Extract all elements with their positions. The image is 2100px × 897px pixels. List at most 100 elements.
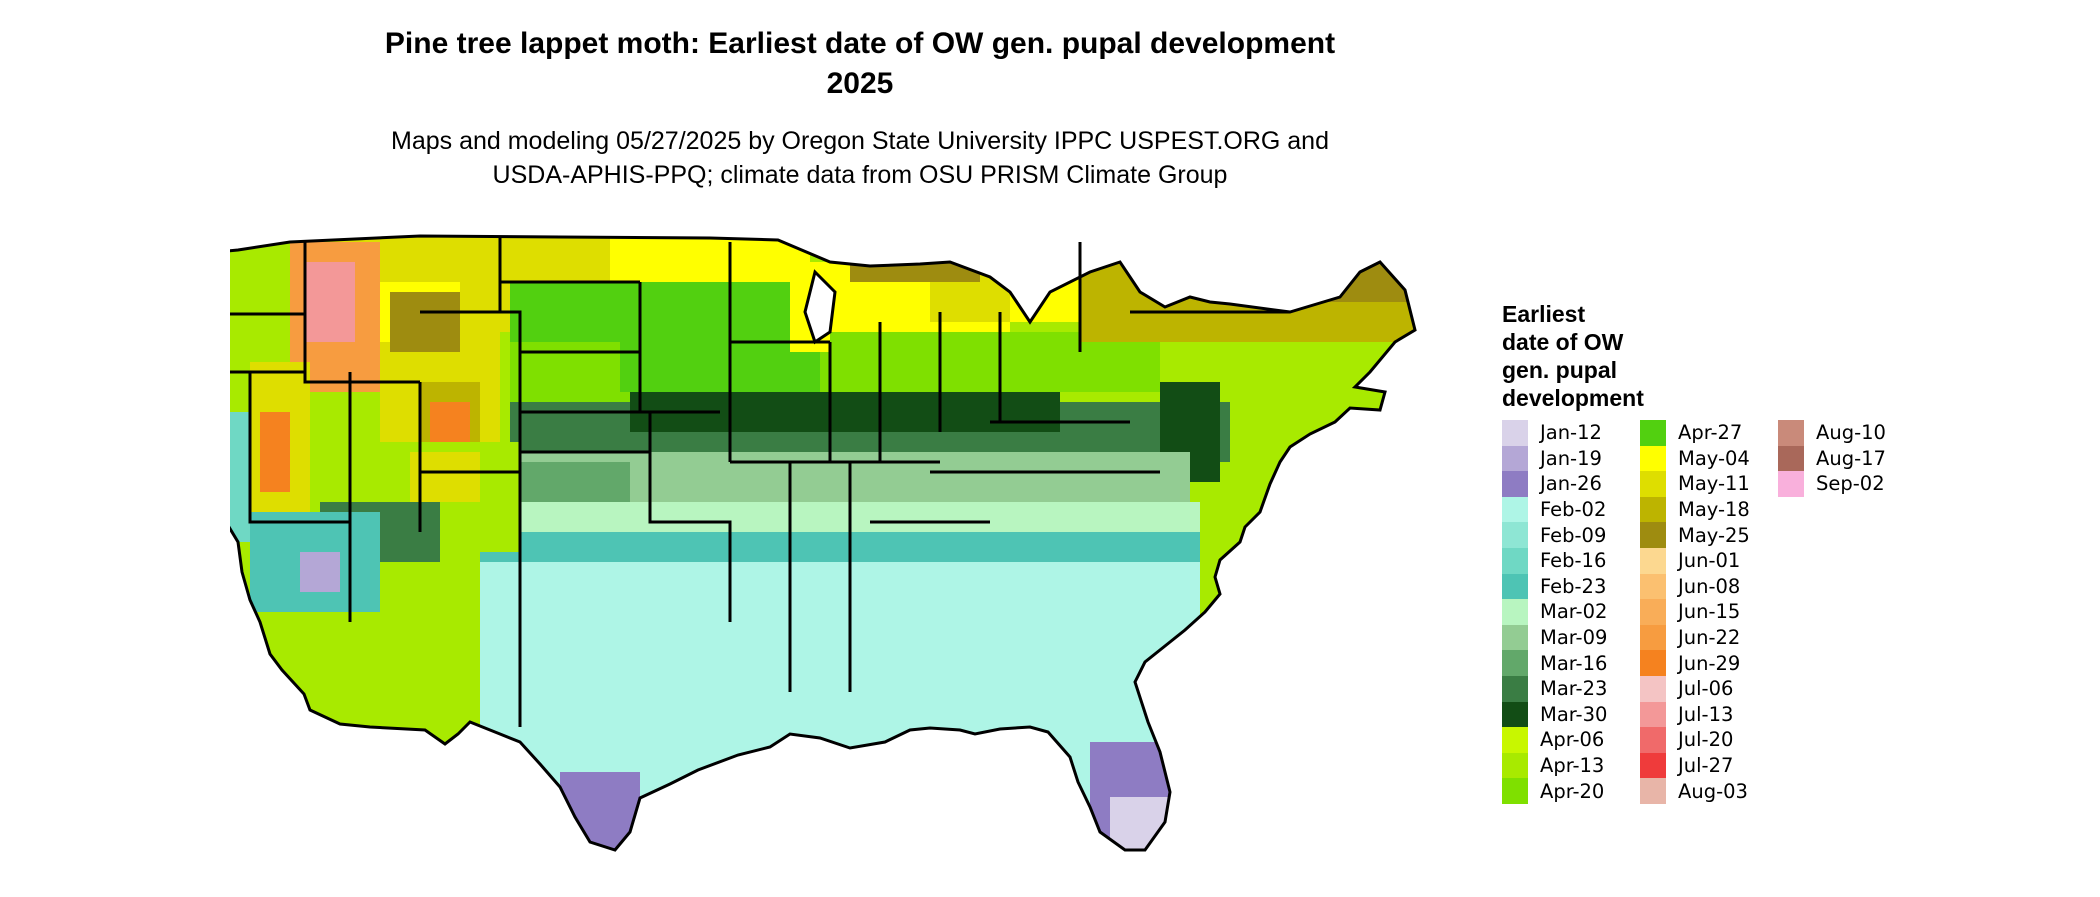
legend-item: May-11: [1640, 471, 1764, 497]
legend-swatch: [1778, 445, 1804, 472]
legend-label: Apr-20: [1540, 779, 1605, 803]
legend-swatch: [1640, 599, 1666, 625]
legend-swatch: [1640, 778, 1666, 804]
legend-item: Jun-15: [1640, 599, 1764, 625]
border-arkansas: [648, 412, 732, 622]
legend-item: Jul-06: [1640, 675, 1764, 702]
map-title-line-1: Pine tree lappet moth: Earliest date of …: [384, 27, 1336, 60]
legend-swatch: [1502, 701, 1528, 728]
legend-label: Mar-09: [1540, 626, 1608, 650]
legend-label: Jun-15: [1678, 600, 1741, 624]
legend-label: Jan-19: [1540, 446, 1602, 470]
legend-swatch: [1502, 496, 1528, 523]
fill-rockies-mid: [390, 292, 460, 362]
legend-label: Apr-06: [1540, 728, 1605, 752]
legend-item: Mar-16: [1502, 650, 1626, 676]
legend-label: Jul-27: [1678, 754, 1734, 778]
legend-item: Apr-20: [1502, 778, 1626, 804]
legend-item: Apr-06: [1502, 727, 1626, 753]
legend-item: Jan-26: [1502, 471, 1626, 497]
fill-maine: [1230, 236, 1415, 302]
lake-michigan: [803, 269, 837, 345]
legend-swatch: [1640, 445, 1666, 472]
fill-upper-peninsula: [850, 242, 980, 282]
legend-label: Sep-02: [1816, 472, 1885, 496]
border-wyoming: [420, 310, 522, 472]
fill-california-valley: [210, 412, 250, 542]
state-borders: [188, 234, 1417, 852]
legend-item: Aug-03: [1640, 778, 1764, 804]
legend-label: Jul-20: [1678, 728, 1734, 752]
legend-swatch: [1502, 599, 1528, 625]
legend-swatch: [1640, 522, 1666, 548]
legend-label: Jun-29: [1678, 651, 1741, 675]
legend-label: Feb-23: [1540, 574, 1607, 598]
us-map-svg: [188, 232, 1417, 852]
fill-idaho-peaks: [305, 262, 355, 342]
legend-swatch: [1640, 752, 1666, 779]
legend-item: Apr-13: [1502, 752, 1626, 779]
legend-label: Jan-26: [1540, 472, 1602, 496]
legend-label: Jul-13: [1678, 702, 1734, 726]
legend-item: May-25: [1640, 522, 1764, 548]
legend-swatch: [1640, 496, 1666, 523]
legend-swatch: [1502, 522, 1528, 548]
fill-imperial-valley: [300, 552, 340, 592]
legend-swatch: [1502, 445, 1528, 472]
legend-title-line: gen. pupal: [1502, 357, 1617, 383]
legend-item: Jan-19: [1502, 445, 1626, 472]
map-subtitle: Maps and modeling 05/27/2025 by Oregon S…: [310, 124, 1410, 192]
legend-item: Feb-16: [1502, 547, 1626, 574]
legend-item: Jun-01: [1640, 547, 1764, 574]
legend-swatch: [1640, 471, 1666, 497]
fill-new-england: [1080, 236, 1415, 342]
map-title-line-2: 2025: [826, 67, 894, 100]
us-map: [188, 222, 1470, 892]
legend-swatch: [1502, 727, 1528, 753]
legend-label: Jun-22: [1678, 626, 1741, 650]
legend-item: Mar-23: [1502, 675, 1626, 702]
legend-item: Feb-09: [1502, 522, 1626, 548]
legend-item: Jun-08: [1640, 573, 1764, 600]
legend-label: Apr-13: [1540, 754, 1605, 778]
legend-swatch: [1640, 547, 1666, 574]
legend-item: Mar-30: [1502, 701, 1626, 728]
legend-item: Mar-02: [1502, 599, 1626, 625]
border-nevada: [248, 372, 350, 524]
legend-item: Jul-27: [1640, 752, 1764, 779]
legend-label: Mar-23: [1540, 677, 1608, 701]
legend-swatch: [1640, 650, 1666, 676]
legend-label: Feb-09: [1540, 523, 1607, 547]
legend-swatch: [1502, 752, 1528, 779]
legend-swatch: [1502, 778, 1528, 804]
legend: Jan-12 Jan-19 Jan-26 Feb-02 Feb-09 Feb-16 Feb-…: [1502, 420, 1902, 804]
legend-item: Aug-10: [1778, 420, 1902, 446]
fill-south-texas: [560, 772, 640, 850]
legend-label: May-18: [1678, 498, 1750, 522]
legend-swatch: [1502, 624, 1528, 651]
legend-item: Feb-23: [1502, 573, 1626, 600]
fill-south-florida: [1110, 797, 1180, 850]
border-idaho: [303, 242, 420, 384]
legend-label: Mar-02: [1540, 600, 1608, 624]
legend-label: May-04: [1678, 446, 1750, 470]
legend-swatch: [1502, 573, 1528, 600]
legend-swatch: [1640, 420, 1666, 446]
legend-item: May-04: [1640, 445, 1764, 472]
legend-item: Mar-09: [1502, 624, 1626, 651]
legend-swatch: [1640, 701, 1666, 728]
legend-swatch: [1502, 471, 1528, 497]
legend-swatch: [1778, 420, 1804, 446]
legend-item: Jul-13: [1640, 701, 1764, 728]
legend-label: Mar-30: [1540, 702, 1608, 726]
legend-item: Jun-22: [1640, 624, 1764, 651]
legend-label: May-11: [1678, 472, 1750, 496]
legend-label: Jun-01: [1678, 549, 1741, 573]
legend-column: Apr-27 May-04 May-11 May-18 May-25 Jun-01 Jun-…: [1640, 420, 1764, 804]
legend-column: Aug-10 Aug-17 Sep-02: [1778, 420, 1902, 804]
fill-mogollon: [410, 452, 480, 502]
legend-swatch: [1640, 675, 1666, 702]
legend-item: Jan-12: [1502, 420, 1626, 446]
legend-swatch: [1502, 420, 1528, 446]
map-subtitle-line-2: USDA-APHIS-PPQ; climate data from OSU PR…: [492, 161, 1228, 189]
